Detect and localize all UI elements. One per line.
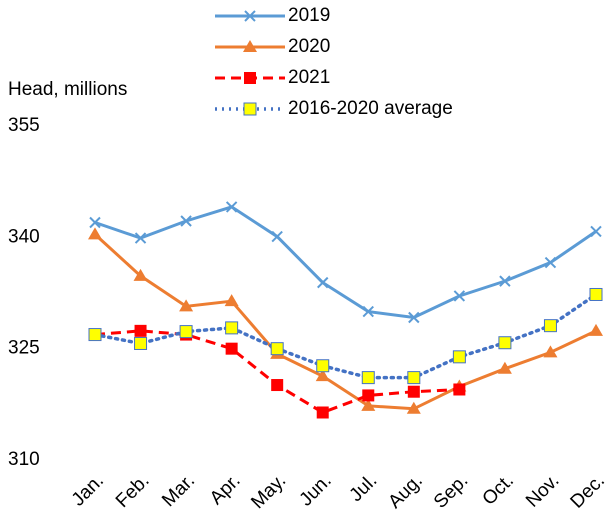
marker [452, 350, 466, 364]
legend-marker [244, 72, 256, 84]
legend-marker [244, 10, 256, 22]
marker [270, 342, 284, 356]
marker [271, 230, 283, 243]
marker [406, 401, 421, 414]
marker [88, 227, 102, 240]
x-tick-label: Jun. [296, 470, 336, 510]
y-tick-label: 355 [8, 115, 40, 136]
marker [407, 385, 420, 398]
series [89, 201, 602, 324]
marker [134, 336, 148, 350]
x-tick-label: Mar. [158, 470, 199, 511]
series [88, 227, 603, 414]
marker [361, 398, 376, 411]
x-tick-label: Jul. [346, 470, 382, 506]
marker [89, 216, 101, 229]
marker [224, 294, 239, 307]
marker [497, 361, 512, 374]
marker [408, 311, 420, 324]
x-tick-label: Apr. [206, 470, 245, 509]
series-line [93, 292, 598, 380]
marker [88, 328, 102, 342]
marker [179, 325, 193, 339]
marker [315, 369, 330, 382]
y-axis-label: Head, millions [8, 79, 127, 100]
x-tick-label: Sep. [430, 470, 472, 512]
marker [589, 323, 603, 336]
marker [543, 319, 557, 333]
series-line [93, 233, 597, 411]
x-tick-label: Aug. [384, 470, 426, 512]
marker [499, 275, 511, 287]
marker [361, 371, 375, 385]
marker [498, 336, 512, 350]
marker [453, 383, 466, 396]
marker [225, 321, 239, 335]
x-tick-label: Nov. [522, 470, 563, 511]
x-tick-label: May. [247, 470, 290, 513]
marker [407, 371, 421, 385]
marker [362, 305, 374, 318]
marker [453, 290, 466, 302]
x-tick-label: Feb. [112, 470, 154, 512]
x-tick-label: Jan. [68, 470, 108, 510]
marker [271, 379, 284, 392]
legend-label: 2021 [288, 67, 330, 88]
marker [362, 389, 375, 402]
marker [179, 299, 194, 312]
marker [316, 359, 330, 373]
legend-marker [243, 102, 257, 116]
y-tick-label: 325 [8, 338, 40, 359]
marker [316, 406, 329, 419]
marker [134, 324, 147, 337]
series [88, 287, 603, 385]
legend-marker [243, 40, 257, 52]
legend-label: 2016-2020 average [288, 98, 453, 119]
marker [589, 287, 603, 301]
marker [134, 232, 147, 244]
y-tick-label: 340 [8, 226, 40, 247]
marker [590, 225, 602, 238]
marker [180, 215, 192, 227]
marker [225, 201, 238, 213]
marker [544, 256, 557, 269]
series-line [94, 205, 597, 320]
marker [133, 268, 148, 281]
x-tick-label: Oct. [479, 470, 518, 509]
x-tick-label: Dec. [567, 470, 609, 512]
legend-label: 2020 [288, 36, 330, 57]
marker [543, 345, 558, 358]
marker [317, 276, 329, 289]
legend-label: 2019 [288, 5, 330, 26]
y-tick-label: 310 [8, 449, 40, 470]
marker [225, 342, 238, 355]
